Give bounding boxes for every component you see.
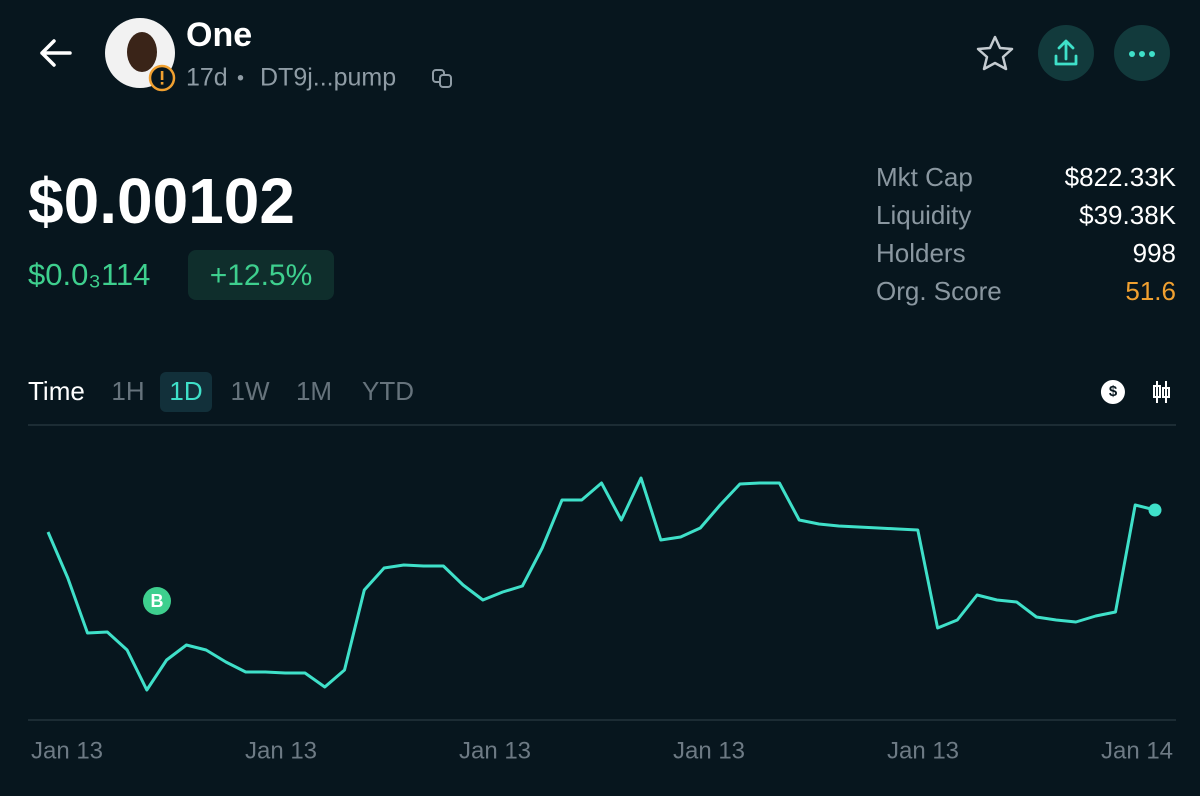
share-button[interactable] xyxy=(1038,25,1094,81)
more-dot xyxy=(1129,51,1135,57)
x-tick-label: Jan 13 xyxy=(245,737,317,764)
tab-label: 1D xyxy=(169,376,202,406)
separator: • xyxy=(237,67,244,89)
chart-type-toggle[interactable] xyxy=(1153,381,1170,403)
buy-marker xyxy=(143,587,171,615)
stat-label: Holders xyxy=(876,238,966,268)
candle-body xyxy=(1162,387,1170,398)
tabs-label: Time xyxy=(28,376,85,406)
warning-dot xyxy=(160,82,164,85)
tab[interactable]: 1H xyxy=(111,376,144,406)
sub-price: $0.0₃114 xyxy=(28,257,150,292)
x-tick-label: Jan 14 xyxy=(1101,737,1173,764)
token-name: One xyxy=(186,16,252,54)
more-dot xyxy=(1139,51,1145,57)
x-tick-label: Jan 13 xyxy=(31,737,103,764)
price-change: +12.5% xyxy=(210,259,313,292)
stat-label: Liquidity xyxy=(876,200,971,230)
back-arrow xyxy=(40,39,72,67)
change-badge xyxy=(188,250,334,300)
copy-icon xyxy=(439,74,452,88)
stat-label: Org. Score xyxy=(876,276,1002,306)
token-age: 17d xyxy=(186,64,228,92)
back-button[interactable] xyxy=(40,39,72,67)
copy-button[interactable] xyxy=(432,69,452,88)
tab-label: 1W xyxy=(231,376,270,406)
tab-label: YTD xyxy=(362,376,414,406)
warning-mark xyxy=(160,71,164,80)
tab-highlight xyxy=(160,372,212,412)
stats: Mkt Cap $822.33K Liquidity $39.38K Holders 99… xyxy=(876,162,1177,306)
timeframe-tabs: 1H 1D 1W 1M YTD xyxy=(111,372,414,412)
stat-label: Mkt Cap xyxy=(876,162,973,192)
star-icon xyxy=(976,35,1014,71)
more-dot xyxy=(1149,51,1155,57)
token-address: DT9j...pump xyxy=(260,64,396,92)
avatar-image xyxy=(127,32,157,72)
stat-value: 998 xyxy=(1133,238,1176,268)
stat-value: $822.33K xyxy=(1065,162,1177,192)
price: $0.00102 xyxy=(28,165,295,237)
currency-symbol: $ xyxy=(1109,383,1118,400)
candle-body xyxy=(1153,385,1161,398)
buy-marker-label: B xyxy=(151,591,164,611)
stat-value: $39.38K xyxy=(1079,200,1177,230)
star-button[interactable] xyxy=(976,35,1014,71)
price-line xyxy=(46,476,1156,692)
stat-value: 51.6 xyxy=(1125,276,1176,306)
price-chart: B Jan 13 Jan 13 Jan 13 Jan 13 Jan 13 Jan 14 xyxy=(31,476,1173,764)
candle-wick xyxy=(1156,381,1167,403)
current-price-dot xyxy=(1148,503,1162,517)
more-button[interactable] xyxy=(1114,25,1170,81)
tab[interactable]: YTD xyxy=(362,376,414,406)
currency-icon xyxy=(1100,380,1125,404)
tab-label: 1M xyxy=(296,376,332,406)
x-tick-label: Jan 13 xyxy=(673,737,745,764)
share-icon xyxy=(1054,39,1078,66)
tab[interactable]: 1M xyxy=(296,376,332,406)
tab-label: 1H xyxy=(111,376,144,406)
x-tick-label: Jan 13 xyxy=(887,737,959,764)
x-tick-label: Jan 13 xyxy=(459,737,531,764)
currency-toggle[interactable]: $ xyxy=(1100,380,1125,404)
tab[interactable]: 1D xyxy=(160,372,212,412)
tab[interactable]: 1W xyxy=(231,376,270,406)
